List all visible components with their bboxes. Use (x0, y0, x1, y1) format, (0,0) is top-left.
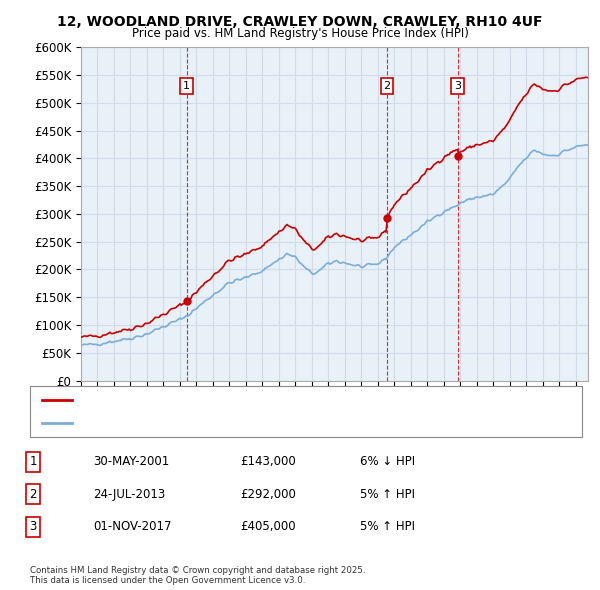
Text: £292,000: £292,000 (240, 487, 296, 501)
Text: 12, WOODLAND DRIVE, CRAWLEY DOWN, CRAWLEY, RH10 4UF (semi-detached house): 12, WOODLAND DRIVE, CRAWLEY DOWN, CRAWLE… (78, 395, 527, 405)
Text: £143,000: £143,000 (240, 455, 296, 468)
Text: 01-NOV-2017: 01-NOV-2017 (93, 520, 172, 533)
Text: 2: 2 (29, 487, 37, 501)
Text: 2: 2 (383, 81, 391, 91)
Text: Price paid vs. HM Land Registry's House Price Index (HPI): Price paid vs. HM Land Registry's House … (131, 27, 469, 40)
Text: 12, WOODLAND DRIVE, CRAWLEY DOWN, CRAWLEY, RH10 4UF: 12, WOODLAND DRIVE, CRAWLEY DOWN, CRAWLE… (57, 15, 543, 29)
Text: 30-MAY-2001: 30-MAY-2001 (93, 455, 169, 468)
Text: HPI: Average price, semi-detached house, Mid Sussex: HPI: Average price, semi-detached house,… (78, 418, 358, 428)
Text: 3: 3 (29, 520, 37, 533)
Text: 5% ↑ HPI: 5% ↑ HPI (360, 487, 415, 501)
Text: 5% ↑ HPI: 5% ↑ HPI (360, 520, 415, 533)
Text: £405,000: £405,000 (240, 520, 296, 533)
Text: 1: 1 (29, 455, 37, 468)
Text: 24-JUL-2013: 24-JUL-2013 (93, 487, 165, 501)
Text: 1: 1 (183, 81, 190, 91)
Text: 3: 3 (454, 81, 461, 91)
Text: Contains HM Land Registry data © Crown copyright and database right 2025.
This d: Contains HM Land Registry data © Crown c… (30, 566, 365, 585)
Text: 6% ↓ HPI: 6% ↓ HPI (360, 455, 415, 468)
